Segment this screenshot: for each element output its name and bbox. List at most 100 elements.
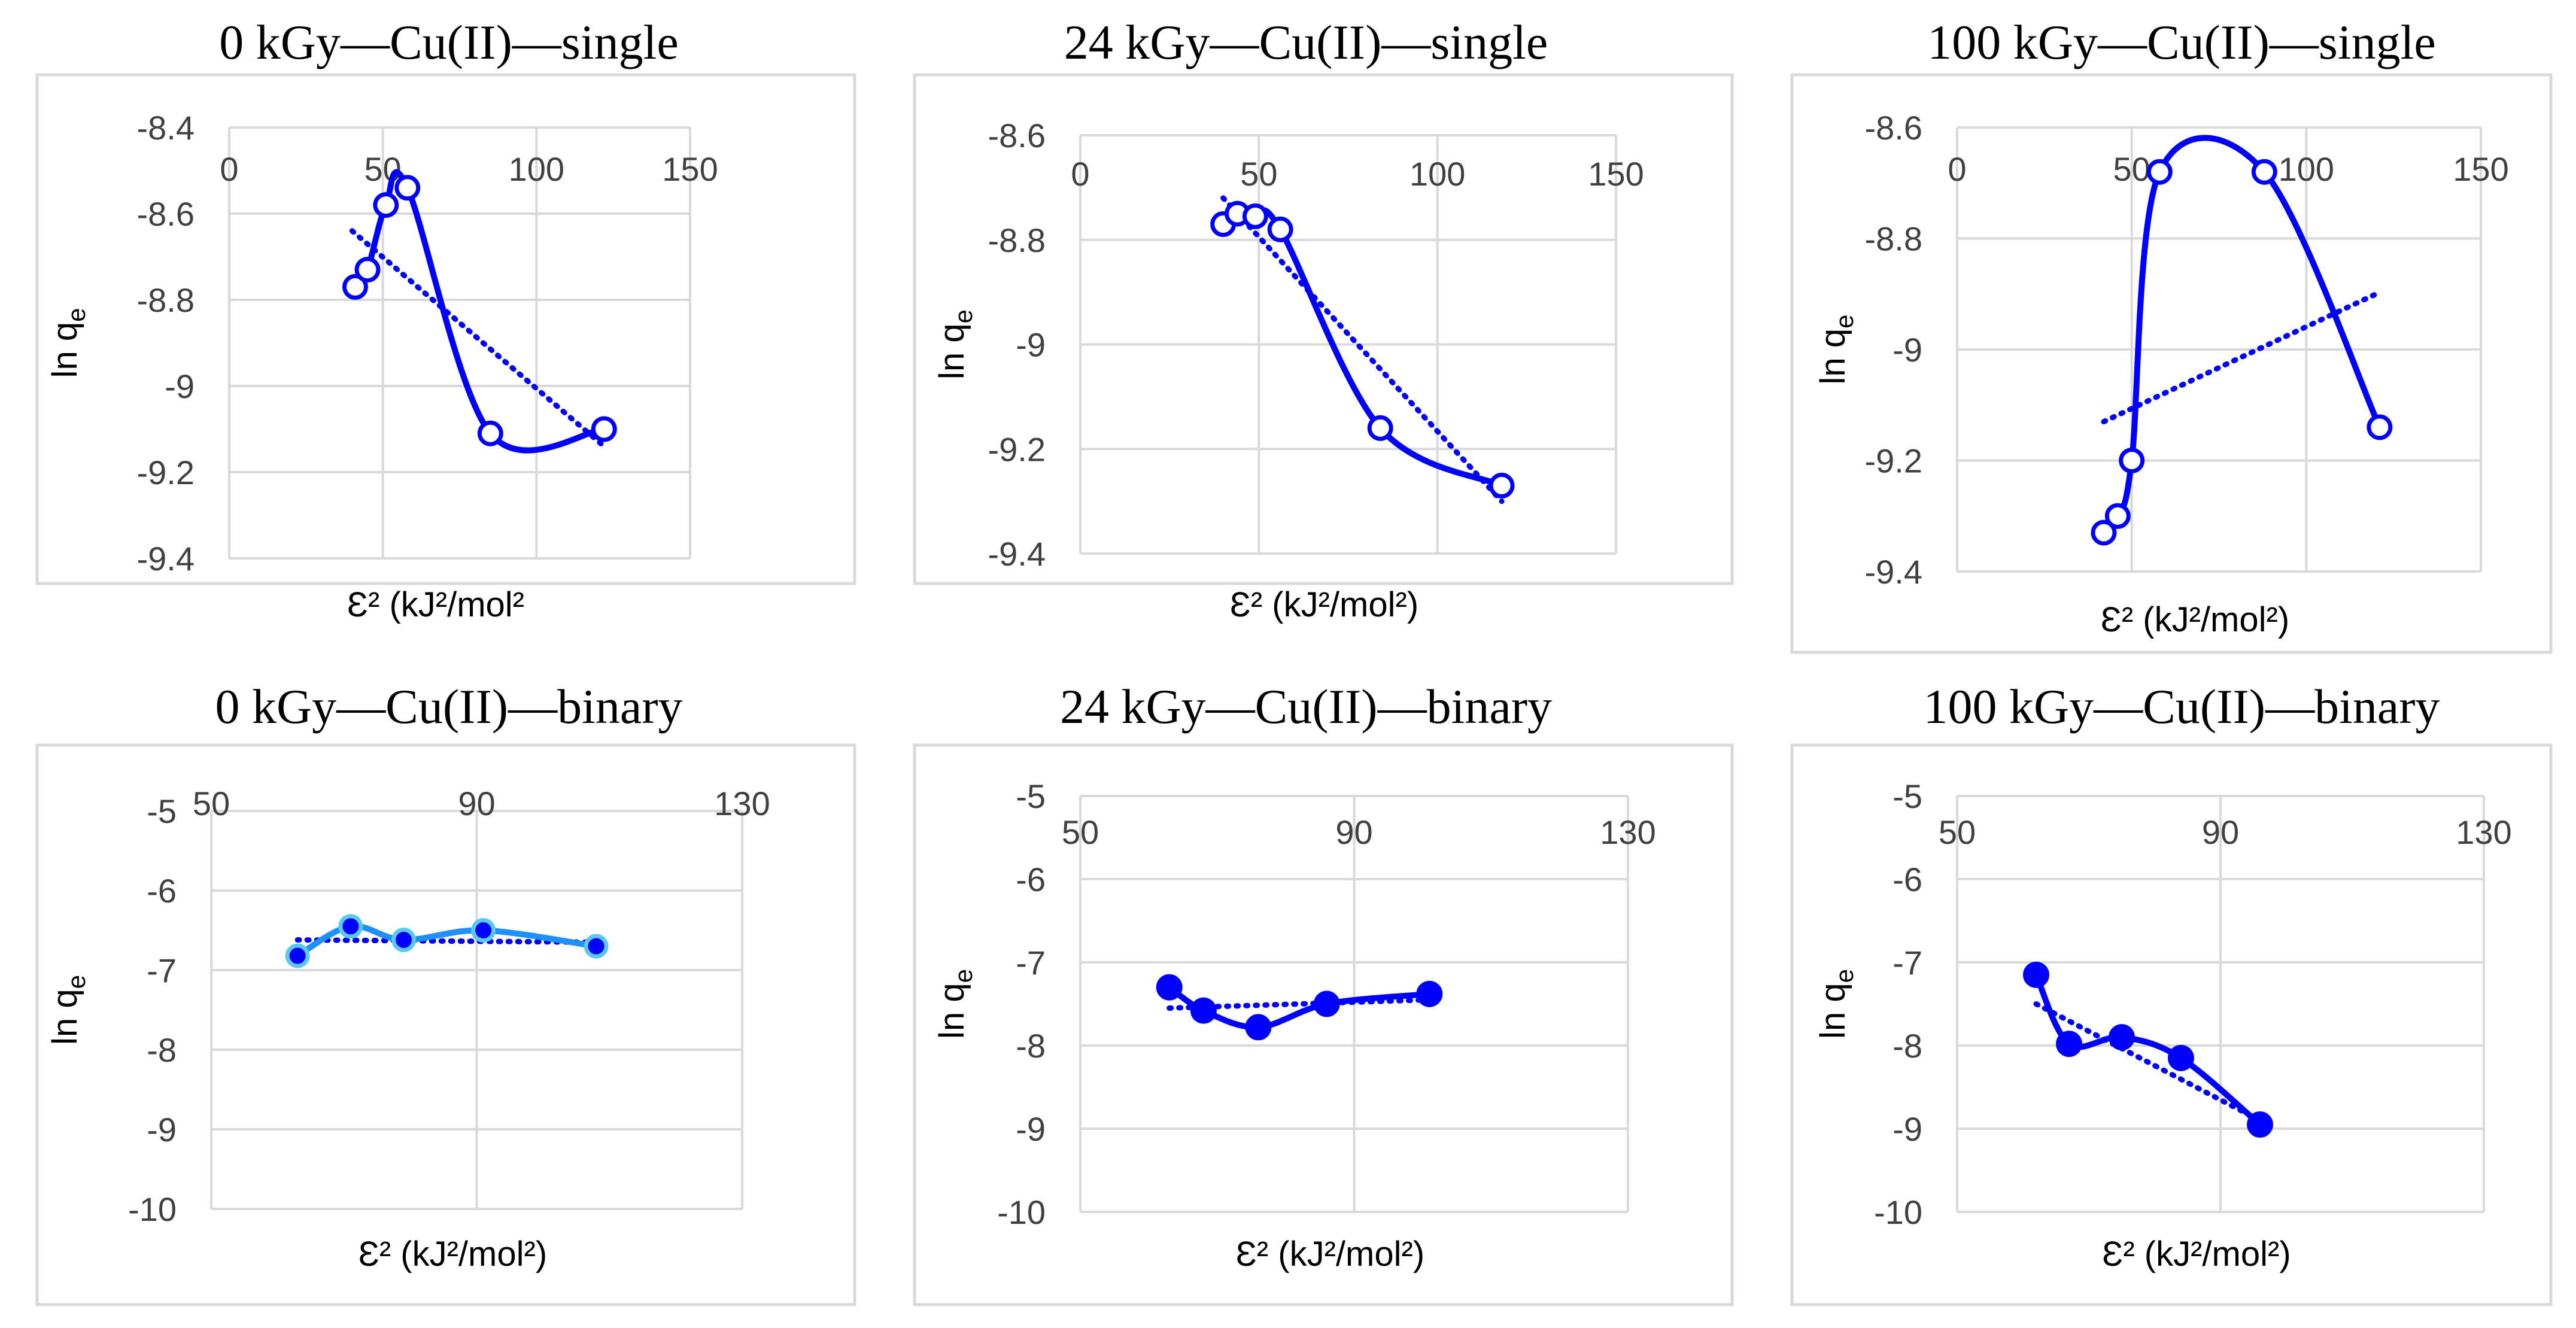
y-tick-label: -9: [1892, 331, 1922, 369]
chart-panel-4: 0 kGy—Cu(II)—binary 50 90 130 -5 -6 -7 -8 -9 -10 l…: [35, 679, 856, 1306]
data-point: [1489, 472, 1515, 499]
y-axis-label: ln qe: [45, 975, 90, 1045]
y-tick-label: -9: [147, 1111, 177, 1148]
y-tick-label: -9.4: [137, 540, 195, 578]
y-tick-label: -7: [1016, 944, 1046, 981]
x-tick-label: 0: [1071, 155, 1089, 193]
data-point: [1267, 216, 1293, 242]
x-tick-label: 100: [1409, 155, 1465, 193]
chart-title: 24 kGy—Cu(II)—single: [1064, 15, 1548, 69]
trendline: [294, 937, 599, 945]
y-tick-label: -9.2: [137, 454, 195, 491]
data-point: [2146, 159, 2173, 185]
data-point: [584, 934, 609, 959]
y-tick-label: -6: [1892, 861, 1922, 898]
y-axis-label: ln qe: [932, 309, 977, 379]
data-point: [1190, 997, 1217, 1024]
chart-title: 0 kGy—Cu(II)—binary: [215, 679, 682, 734]
y-tick-label: -10: [1874, 1193, 1922, 1231]
y-axis-label: ln qe: [932, 969, 977, 1039]
x-tick-label: 150: [1588, 155, 1644, 193]
x-tick-label: 100: [509, 150, 564, 188]
data-point: [1367, 415, 1393, 441]
data-point: [1245, 1014, 1272, 1041]
y-tick-label: -7: [147, 952, 177, 989]
data-point: [285, 943, 310, 968]
y-tick-label: -8.8: [137, 281, 195, 319]
x-axis-label: Ɛ² (kJ²/mol²): [2102, 1235, 2291, 1274]
y-tick-label: -6: [1016, 861, 1046, 898]
data-point: [1313, 990, 1340, 1017]
y-axis-label-main: ln q: [1813, 329, 1852, 385]
y-tick-label: -9.4: [988, 535, 1046, 573]
data-point: [2056, 1031, 2082, 1057]
data-point: [591, 416, 617, 442]
y-axis-label-subscript: e: [949, 969, 977, 983]
chart-frame: [35, 743, 856, 1306]
y-tick-label: -9: [1016, 1110, 1046, 1148]
x-tick-label: 0: [220, 150, 238, 188]
y-axis-label-main: ln q: [932, 323, 971, 379]
y-axis-label: ln qe: [45, 308, 90, 378]
x-axis-label: Ɛ² (kJ²/mol²): [359, 1235, 547, 1274]
data-point: [471, 918, 496, 943]
y-tick-label: -9.4: [1865, 553, 1923, 591]
chart-panel-5: 24 kGy—Cu(II)—binary 50 90 130 -5 -6 -7 -8 -9 -10…: [913, 679, 1734, 1306]
trendline: [2033, 1001, 2263, 1123]
data-point: [1242, 203, 1268, 229]
chart-title: 100 kGy—Cu(II)—binary: [1923, 679, 2440, 734]
x-tick-label: 130: [1600, 813, 1655, 851]
y-tick-label: -8.8: [1865, 220, 1923, 258]
trendline: [2101, 291, 2379, 425]
x-tick-label: 150: [2453, 150, 2508, 188]
data-point: [2251, 159, 2277, 185]
chart-title: 100 kGy—Cu(II)—single: [1927, 15, 2436, 69]
y-tick-label: -9.2: [988, 430, 1046, 468]
data-point: [338, 914, 363, 939]
x-tick-label: 50: [1240, 155, 1277, 193]
y-tick-label: -9: [1016, 326, 1046, 364]
y-tick-label: -7: [1892, 944, 1922, 981]
x-axis-label: Ɛ² (kJ²/mol²): [1230, 585, 1418, 624]
x-tick-label: 90: [1335, 813, 1372, 851]
trendline: [349, 228, 607, 449]
y-tick-label: -9: [1892, 1110, 1922, 1148]
data-point: [2104, 503, 2131, 529]
y-tick-label: -10: [128, 1190, 177, 1228]
x-tick-label: 150: [662, 150, 718, 188]
y-tick-label: -8.8: [988, 221, 1046, 259]
y-tick-label: -10: [997, 1193, 1046, 1231]
x-tick-label: 90: [458, 785, 495, 822]
x-tick-label: 130: [714, 785, 770, 822]
data-point: [2168, 1044, 2194, 1071]
y-tick-label: -8: [1016, 1027, 1046, 1065]
data-point: [2247, 1111, 2273, 1138]
y-tick-label: -5: [1016, 777, 1046, 815]
y-axis-label: ln qe: [1813, 315, 1858, 385]
data-point: [477, 420, 503, 446]
data-point: [373, 192, 399, 218]
chart-panel-3: 100 kGy—Cu(II)—single 0 50 100 150 -8.6 -8.8 -9…: [1790, 15, 2553, 654]
y-tick-label: -8.4: [137, 109, 195, 147]
x-tick-label: 50: [364, 150, 402, 188]
y-axis-label-main: ln q: [45, 989, 84, 1045]
x-tick-label: 50: [193, 785, 230, 822]
y-tick-label: -5: [1892, 777, 1922, 815]
data-point: [354, 257, 381, 283]
y-axis-label-subscript: e: [62, 975, 90, 989]
y-tick-label: -8.6: [1865, 109, 1923, 147]
x-axis-label: Ɛ² (kJ²/mol²: [347, 585, 524, 624]
x-tick-label: 100: [2279, 150, 2334, 188]
y-tick-label: -6: [147, 872, 177, 910]
chart-panel-2: 24 kGy—Cu(II)—single 0 50 100 150 -8.6 -8.8 -9 -…: [913, 15, 1734, 624]
x-tick-label: 130: [2456, 813, 2511, 851]
data-point: [2091, 519, 2117, 546]
y-tick-label: -5: [147, 792, 177, 830]
data-point: [2119, 448, 2145, 473]
y-tick-label: -8.6: [137, 195, 195, 233]
y-axis-label-subscript: e: [62, 308, 90, 322]
y-axis-label-subscript: e: [1830, 315, 1858, 329]
x-axis-label: Ɛ² (kJ²/mol²): [2101, 600, 2289, 639]
x-tick-label: 50: [2113, 150, 2150, 188]
